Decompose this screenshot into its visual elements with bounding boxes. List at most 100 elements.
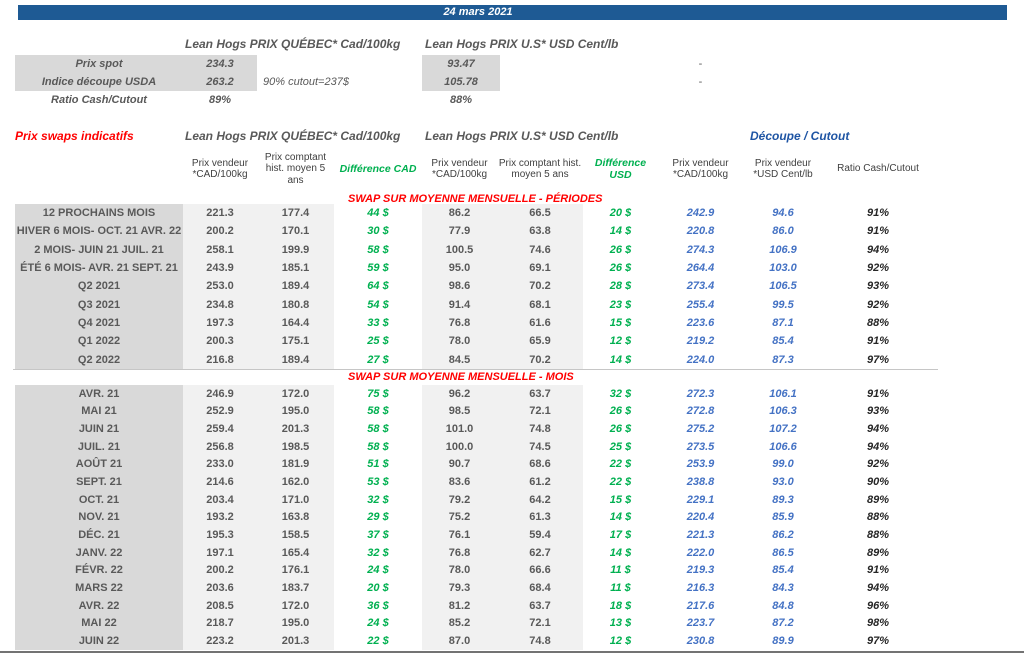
qc-prix-vendeur-cell: 197.1 bbox=[183, 543, 257, 562]
spot-us-value: 105.78 bbox=[422, 73, 500, 91]
section-banner-periodes: SWAP SUR MOYENNE MENSUELLE - PÉRIODES bbox=[348, 193, 603, 205]
difference-cad-cell: 51 $ bbox=[367, 458, 389, 471]
row-label-cell: MARS 22 bbox=[15, 579, 183, 597]
difference-usd-cell: 11 $ bbox=[610, 564, 631, 577]
group-header-cutout: Découpe / Cutout bbox=[750, 129, 850, 143]
us-prix-vendeur-cell: 98.6 bbox=[422, 277, 497, 296]
ratio-cash-cutout-cell: 94% bbox=[866, 423, 890, 436]
spot-label: Ratio Cash/Cutout bbox=[51, 94, 147, 106]
difference-cad-cell: 33 $ bbox=[367, 316, 389, 329]
us-prix-vendeur-cell: 83.6 bbox=[422, 473, 497, 491]
difference-usd-cell: 26 $ bbox=[609, 243, 632, 256]
qc-prix-comptant-cell: 201.3 bbox=[257, 631, 334, 650]
difference-usd-cell: 26 $ bbox=[609, 405, 632, 418]
row-label-cell: 12 PROCHAINS MOIS bbox=[15, 204, 183, 223]
qc-prix-comptant-cell: 162.0 bbox=[257, 473, 334, 491]
row-label-cell: AVR. 21 bbox=[15, 385, 183, 403]
ratio-cash-cutout-cell: 94% bbox=[866, 581, 890, 594]
us-prix-vendeur-cell: 78.0 bbox=[422, 561, 497, 580]
difference-usd-cell: 14 $ bbox=[609, 353, 632, 366]
col-header-ratio-cash-cutout: Ratio Cash/Cutout bbox=[837, 163, 919, 175]
row-label-cell: Q3 2021 bbox=[15, 295, 183, 314]
cutout-prix-vendeur-cad-cell: 264.4 bbox=[686, 262, 715, 275]
cutout-prix-vendeur-cad-cell: 224.0 bbox=[686, 353, 715, 366]
difference-cad-cell: 54 $ bbox=[367, 298, 389, 311]
difference-cad-cell: 32 $ bbox=[367, 546, 389, 559]
col-header-cutout-usd: Prix vendeur *USD Cent/lb bbox=[753, 157, 813, 181]
qc-prix-comptant-cell: 181.9 bbox=[257, 455, 334, 474]
qc-prix-comptant-cell: 177.4 bbox=[257, 204, 334, 223]
difference-usd-cell: 15 $ bbox=[609, 316, 632, 329]
us-prix-comptant-cell: 69.1 bbox=[497, 258, 583, 278]
us-prix-vendeur-cell: 84.5 bbox=[422, 350, 497, 369]
spot-us-header: Lean Hogs PRIX U.S* USD Cent/lb bbox=[425, 37, 619, 51]
col-header-us-prix-vendeur: Prix vendeur *CAD/100kg bbox=[431, 157, 488, 181]
cutout-prix-vendeur-cad-cell: 216.3 bbox=[686, 581, 715, 594]
cutout-prix-vendeur-cad-cell: 223.6 bbox=[686, 316, 715, 329]
us-prix-comptant-cell: 63.8 bbox=[497, 222, 583, 241]
row-label-cell: AVR. 22 bbox=[15, 596, 183, 615]
cutout-prix-vendeur-cad-cell: 272.8 bbox=[686, 405, 715, 418]
ratio-cash-cutout-cell: 92% bbox=[866, 262, 890, 275]
us-prix-comptant-cell: 66.6 bbox=[497, 561, 583, 580]
difference-cad-cell: 22 $ bbox=[367, 634, 389, 647]
qc-prix-vendeur-cell: 214.6 bbox=[183, 473, 257, 491]
qc-prix-vendeur-cell: 253.0 bbox=[183, 277, 257, 296]
qc-prix-comptant-cell: 185.1 bbox=[257, 258, 334, 278]
table-row: MARS 22 203.6 183.7 20 $ 79.3 68.4 11 $ 216.3 84… bbox=[15, 579, 933, 597]
us-prix-comptant-cell: 70.2 bbox=[497, 350, 583, 369]
qc-prix-comptant-cell: 195.0 bbox=[257, 614, 334, 632]
table-row: 2 MOIS- JUIN 21 JUIL. 21 258.1 199.9 58 $ 10… bbox=[15, 240, 933, 259]
cutout-prix-vendeur-cad-cell: 253.9 bbox=[686, 458, 715, 471]
difference-cad-cell: 58 $ bbox=[367, 440, 389, 453]
cutout-prix-vendeur-usd-cell: 89.3 bbox=[772, 493, 794, 506]
difference-usd-cell: 20 $ bbox=[609, 207, 632, 220]
difference-cad-cell: 75 $ bbox=[367, 387, 389, 400]
difference-cad-cell: 58 $ bbox=[367, 405, 389, 418]
us-prix-vendeur-cell: 87.0 bbox=[422, 631, 497, 650]
difference-cad-cell: 58 $ bbox=[367, 423, 389, 436]
cutout-prix-vendeur-usd-cell: 99.0 bbox=[772, 458, 794, 471]
col-header-us-prix-comptant: Prix comptant hist. moyen 5 ans bbox=[498, 157, 582, 181]
spot-quebec-value: 263.2 bbox=[183, 73, 257, 91]
us-prix-comptant-cell: 68.4 bbox=[497, 579, 583, 597]
ratio-cash-cutout-cell: 94% bbox=[866, 440, 890, 453]
qc-prix-comptant-cell: 163.8 bbox=[257, 508, 334, 527]
table-row: FÉVR. 22 200.2 176.1 24 $ 78.0 66.6 11 $ 219.3 8… bbox=[15, 561, 933, 580]
cutout-prix-vendeur-cad-cell: 274.3 bbox=[686, 243, 715, 256]
table-row: MAI 22 218.7 195.0 24 $ 85.2 72.1 13 $ 223.7 87.… bbox=[15, 614, 933, 632]
us-prix-vendeur-cell: 78.0 bbox=[422, 332, 497, 351]
spot-us-value: 93.47 bbox=[422, 55, 500, 73]
us-prix-vendeur-cell: 85.2 bbox=[422, 614, 497, 632]
date-banner: 24 mars 2021 bbox=[18, 5, 1007, 20]
us-prix-comptant-cell: 72.1 bbox=[497, 614, 583, 632]
empty-dash: - bbox=[698, 76, 703, 88]
us-prix-comptant-cell: 74.5 bbox=[497, 437, 583, 456]
qc-prix-vendeur-cell: 203.4 bbox=[183, 490, 257, 509]
ratio-cash-cutout-cell: 89% bbox=[866, 546, 890, 559]
row-label-cell: Q1 2022 bbox=[15, 332, 183, 351]
us-prix-comptant-cell: 63.7 bbox=[497, 385, 583, 403]
row-label-cell: FÉVR. 22 bbox=[15, 561, 183, 580]
difference-cad-cell: 32 $ bbox=[367, 493, 389, 506]
us-prix-vendeur-cell: 101.0 bbox=[422, 420, 497, 438]
row-label-cell: OCT. 21 bbox=[15, 490, 183, 509]
ratio-cash-cutout-cell: 97% bbox=[866, 634, 890, 647]
difference-cad-cell: 20 $ bbox=[367, 581, 389, 594]
ratio-cash-cutout-cell: 94% bbox=[866, 243, 890, 256]
difference-usd-cell: 14 $ bbox=[609, 511, 632, 524]
qc-prix-comptant-cell: 180.8 bbox=[257, 295, 334, 314]
qc-prix-vendeur-cell: 234.8 bbox=[183, 295, 257, 314]
cutout-prix-vendeur-cad-cell: 273.5 bbox=[686, 440, 715, 453]
swaps-title: Prix swaps indicatifs bbox=[15, 129, 134, 143]
months-table: AVR. 21 246.9 172.0 75 $96.2 63.7 32 $272.3 10… bbox=[15, 385, 933, 650]
row-label-cell: 2 MOIS- JUIN 21 JUIL. 21 bbox=[15, 240, 183, 259]
difference-cad-cell: 44 $ bbox=[367, 207, 389, 220]
table-row: Q4 2021 197.3 164.4 33 $ 76.8 61.6 15 $ 223.6 87… bbox=[15, 313, 933, 333]
cutout-prix-vendeur-usd-cell: 87.1 bbox=[772, 316, 794, 329]
difference-usd-cell: 22 $ bbox=[609, 476, 632, 489]
qc-prix-vendeur-cell: 223.2 bbox=[183, 631, 257, 650]
ratio-cash-cutout-cell: 91% bbox=[866, 564, 890, 577]
us-prix-comptant-cell: 74.8 bbox=[497, 631, 583, 650]
col-header-qc-prix-comptant: Prix comptant hist. moyen 5 ans bbox=[264, 151, 327, 186]
